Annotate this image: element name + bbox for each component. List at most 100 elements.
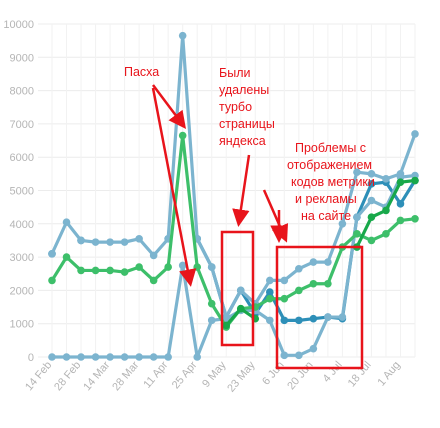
data-point[interactable]	[280, 294, 289, 303]
data-point[interactable]	[48, 276, 56, 285]
data-point[interactable]	[77, 353, 85, 361]
data-point[interactable]	[266, 288, 274, 296]
series-layer	[48, 31, 419, 361]
data-point[interactable]	[382, 206, 390, 215]
arrow-easter-2	[151, 87, 197, 287]
data-point[interactable]	[396, 200, 405, 208]
annotation-line: на сайте	[301, 209, 351, 223]
x-tick-label: 1 Aug	[375, 359, 402, 388]
data-point[interactable]	[135, 353, 143, 361]
data-point[interactable]	[178, 31, 187, 40]
data-point[interactable]	[280, 316, 289, 325]
data-point[interactable]	[91, 266, 100, 275]
data-point[interactable]	[222, 321, 231, 330]
y-tick-label: 2000	[10, 285, 34, 297]
data-point[interactable]	[309, 258, 318, 266]
data-point[interactable]	[48, 353, 56, 361]
data-point[interactable]	[367, 180, 376, 188]
data-point[interactable]	[236, 286, 245, 295]
data-point[interactable]	[353, 168, 361, 176]
data-point[interactable]	[106, 266, 114, 275]
data-point[interactable]	[77, 266, 85, 275]
y-tick-label: 9000	[10, 52, 34, 64]
data-point[interactable]	[266, 316, 274, 325]
data-point[interactable]	[207, 263, 216, 271]
data-point[interactable]	[324, 258, 332, 266]
data-point[interactable]	[295, 264, 303, 273]
data-point[interactable]	[353, 229, 361, 238]
data-point[interactable]	[382, 175, 390, 183]
data-point[interactable]	[149, 353, 158, 361]
data-point[interactable]	[367, 196, 376, 205]
data-point[interactable]	[396, 216, 405, 225]
data-point[interactable]	[266, 294, 274, 303]
data-point[interactable]	[411, 176, 419, 185]
data-point[interactable]	[309, 279, 318, 288]
data-point[interactable]	[222, 314, 231, 323]
annotation-metrics: Проблемы с отображением кодов метрики и рек…	[287, 141, 375, 223]
y-axis-labels: 0 1000 2000 3000 4000 5000 6000 7000 8000 9000 100…	[3, 19, 34, 364]
data-point[interactable]	[353, 213, 361, 221]
data-point[interactable]	[178, 131, 187, 140]
data-point[interactable]	[207, 299, 216, 308]
data-point[interactable]	[367, 213, 376, 221]
data-point[interactable]	[236, 304, 245, 313]
data-point[interactable]	[411, 130, 419, 138]
data-point[interactable]	[106, 353, 114, 361]
annotation-line: и рекламы	[295, 192, 357, 206]
arrow-easter-1	[152, 84, 186, 129]
data-point[interactable]	[280, 351, 289, 360]
data-point[interactable]	[309, 314, 318, 323]
annotation-turbo: Были удалены турбо страницы яндекса	[219, 66, 275, 148]
data-point[interactable]	[62, 218, 71, 226]
data-point[interactable]	[295, 286, 303, 295]
data-point[interactable]	[382, 229, 390, 238]
y-tick-label: 10000	[3, 19, 34, 31]
data-point[interactable]	[178, 261, 187, 270]
data-point[interactable]	[62, 353, 71, 361]
data-point[interactable]	[295, 351, 303, 360]
data-point[interactable]	[120, 238, 129, 246]
data-point[interactable]	[120, 268, 129, 276]
data-point[interactable]	[62, 253, 71, 261]
highlight-box-turbo	[220, 230, 255, 347]
data-point[interactable]	[207, 316, 216, 325]
data-point[interactable]	[324, 313, 332, 321]
data-point[interactable]	[77, 236, 85, 245]
data-point[interactable]	[48, 249, 56, 258]
data-point[interactable]	[91, 238, 100, 246]
data-point[interactable]	[135, 263, 143, 271]
annotation-easter: Пасха	[124, 65, 159, 79]
arrow-turbo	[232, 154, 251, 227]
data-point[interactable]	[164, 263, 172, 271]
data-point[interactable]	[91, 353, 100, 361]
data-point[interactable]	[280, 276, 289, 285]
data-point[interactable]	[338, 313, 347, 321]
data-point[interactable]	[266, 276, 274, 285]
data-point[interactable]	[149, 276, 158, 285]
y-tick-label: 7000	[10, 119, 34, 131]
data-point[interactable]	[411, 215, 419, 223]
data-point[interactable]	[149, 251, 158, 260]
data-point[interactable]	[120, 353, 129, 361]
data-point[interactable]	[309, 344, 318, 353]
data-point[interactable]	[338, 220, 347, 228]
data-point[interactable]	[135, 234, 143, 243]
data-point[interactable]	[193, 263, 201, 271]
x-tick-label: 14 Feb	[23, 359, 54, 393]
data-point[interactable]	[106, 238, 114, 246]
data-point[interactable]	[164, 353, 172, 361]
data-point[interactable]	[193, 353, 201, 361]
series-line-2	[52, 173, 416, 359]
annotation-line: Проблемы с	[295, 141, 366, 155]
data-point[interactable]	[295, 316, 303, 325]
x-tick-label: 18 Jul	[346, 359, 374, 389]
annotation-line: страницы	[219, 117, 275, 131]
data-point[interactable]	[367, 236, 376, 245]
data-point[interactable]	[367, 170, 376, 178]
data-point[interactable]	[396, 178, 405, 186]
x-tick-label: 25 Apr	[170, 359, 200, 391]
y-tick-label: 0	[28, 352, 34, 364]
data-point[interactable]	[324, 279, 332, 288]
x-tick-label: 28 Mar	[110, 359, 141, 393]
